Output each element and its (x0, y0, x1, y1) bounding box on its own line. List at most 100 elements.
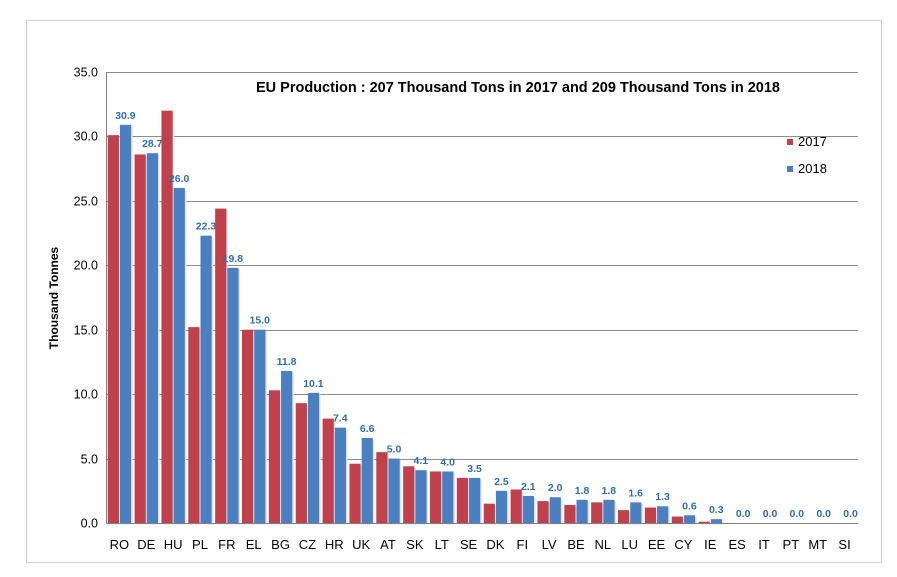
data-label-2018: 3.5 (467, 463, 482, 475)
bar-2018 (119, 124, 132, 524)
legend-swatch-2017 (787, 139, 793, 145)
bar-2018 (200, 235, 212, 524)
x-tick-label: LV (542, 537, 557, 552)
bar-2018 (442, 471, 454, 523)
bar-2017 (215, 208, 227, 524)
bar-2018 (227, 267, 239, 523)
x-tick-label: UK (352, 537, 370, 552)
x-tick-label: EL (246, 537, 262, 552)
bar-2017 (483, 503, 495, 523)
data-label-2018: 28.7 (142, 138, 163, 150)
y-tick-label: 5.0 (81, 453, 98, 467)
bar-2017 (161, 110, 173, 524)
data-label-2018: 22.3 (196, 221, 217, 233)
bar-2017 (242, 329, 254, 523)
bar-2018 (281, 370, 293, 523)
bar-2018 (146, 153, 158, 523)
x-tick-label: MT (808, 537, 827, 552)
legend-swatch-2018 (787, 166, 793, 172)
bar-2017 (403, 466, 415, 523)
y-tick-label: 0.0 (81, 517, 98, 531)
y-tick-label: 15.0 (74, 324, 98, 338)
bar-2018 (173, 187, 185, 523)
bar-2018 (388, 458, 400, 523)
x-tick-label: SK (406, 537, 424, 552)
data-label-2018: 2.1 (521, 481, 536, 493)
x-tick-label: FR (218, 537, 235, 552)
bar-2018 (254, 329, 266, 523)
data-label-2018: 5.0 (387, 444, 402, 456)
data-label-2018: 19.8 (223, 253, 244, 265)
bar-2017 (376, 452, 388, 523)
data-label-2018: 2.5 (494, 476, 509, 488)
y-tick-label: 35.0 (74, 66, 98, 80)
data-label-2018: 15.0 (249, 315, 270, 327)
data-label-2018: 6.6 (360, 423, 375, 435)
bar-2017 (107, 135, 119, 523)
bar-2018 (710, 519, 722, 523)
x-tick-label: DE (137, 537, 155, 552)
y-tick-label: 25.0 (74, 195, 98, 209)
data-label-2018: 1.8 (602, 485, 617, 497)
x-tick-label: CZ (299, 537, 316, 552)
bar-2017 (564, 504, 576, 523)
y-axis-label: Thousand Tonnes (47, 246, 61, 349)
data-label-2018: 11.8 (277, 356, 297, 368)
x-tick-label: AT (380, 537, 396, 552)
bar-2017 (456, 477, 469, 523)
x-tick-label: RO (110, 537, 130, 552)
data-label-2018: 0.0 (790, 508, 805, 520)
legend-label-2017: 2017 (798, 134, 827, 149)
bar-2018 (361, 437, 373, 523)
bar-2017 (671, 516, 683, 523)
bar-2017 (537, 501, 549, 523)
bar-2017 (322, 418, 334, 523)
bar-2018 (603, 499, 615, 523)
chart-title: EU Production : 207 Thousand Tons in 201… (256, 80, 780, 96)
data-label-2018: 1.8 (575, 485, 590, 497)
bar-2018 (683, 515, 696, 523)
bar-2017 (430, 471, 442, 523)
bar-2018 (495, 490, 508, 523)
bar-2017 (510, 489, 522, 523)
x-tick-label: SE (460, 537, 478, 552)
bar-2017 (268, 390, 281, 523)
x-tick-label: PL (192, 537, 208, 552)
bar-2017 (295, 403, 307, 523)
x-tick-label: CY (674, 537, 692, 552)
data-label-2018: 0.0 (816, 508, 831, 520)
data-label-2018: 10.1 (303, 378, 324, 390)
x-tick-label: IE (704, 537, 717, 552)
bar-2017 (618, 510, 630, 523)
data-label-2018: 2.0 (548, 482, 563, 494)
x-tick-label: IT (758, 537, 770, 552)
data-label-2018: 0.0 (843, 508, 858, 520)
bar-2018 (307, 392, 320, 523)
x-tick-label: ES (728, 537, 746, 552)
data-label-2018: 26.0 (169, 173, 190, 185)
bar-2018 (469, 477, 481, 523)
y-tick-label: 10.0 (74, 388, 98, 402)
bar-2018 (415, 470, 427, 523)
bar-2017 (188, 327, 200, 523)
x-tick-label: NL (595, 537, 612, 552)
data-label-2018: 30.9 (115, 110, 136, 122)
x-tick-label: LT (435, 537, 449, 552)
bar-2017 (644, 507, 657, 523)
data-label-2018: 0.0 (736, 508, 751, 520)
data-label-2018: 7.4 (333, 413, 348, 425)
x-tick-label: EE (648, 537, 666, 552)
bar-2018 (334, 427, 346, 523)
y-tick-label: 30.0 (74, 130, 98, 144)
bar-2017 (349, 463, 361, 523)
bar-2018 (522, 495, 534, 523)
x-tick-label: DK (486, 537, 504, 552)
data-label-2018: 4.0 (440, 456, 455, 468)
data-label-2018: 0.6 (682, 500, 697, 512)
bar-2017 (134, 154, 146, 523)
data-label-2018: 0.3 (709, 504, 724, 516)
x-tick-label: HU (164, 537, 183, 552)
bar-2018 (630, 502, 642, 523)
